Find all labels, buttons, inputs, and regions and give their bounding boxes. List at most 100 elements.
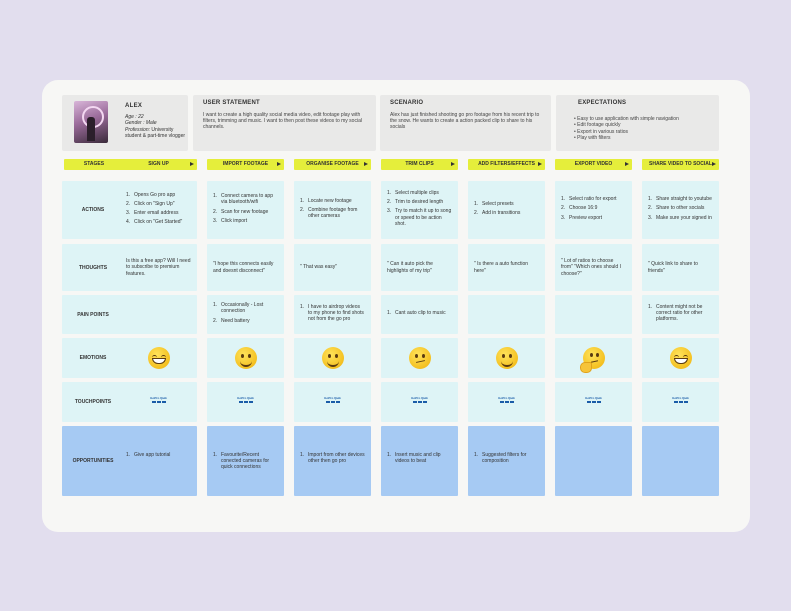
item-text: Select multiple clips xyxy=(395,189,439,196)
item-number: 1. xyxy=(300,303,305,310)
mouth xyxy=(239,359,252,367)
scenario-text: Alex has just finished shooting go pro f… xyxy=(390,112,540,131)
touchpoints-cell: GoPro Quik xyxy=(207,382,284,422)
actions-cell: 1. Locate new footage 2. Combine footage fr… xyxy=(294,181,371,239)
touchpoints-cell: GoPro Quik xyxy=(120,382,197,422)
row-label-emotions: EMOTIONS xyxy=(62,338,124,378)
eye-right xyxy=(508,354,512,358)
logo-bar xyxy=(238,401,243,403)
opportunities-cell: 1. Favourite/Recent conected cameras for … xyxy=(207,426,284,496)
list-item: 1. Give app tutorial xyxy=(126,452,191,458)
item-number: 1. xyxy=(474,200,479,207)
stage-share-video-to-social: SHARE VIDEO TO SOCIAL xyxy=(642,159,719,170)
item-text: Select ratio for export xyxy=(569,196,617,203)
actions-cell: 1. Share straight to youtube 2. Share to ot… xyxy=(642,181,719,239)
logo-bar xyxy=(509,401,514,403)
item-text: Click on "Get Started" xyxy=(134,219,183,226)
expectations-card: EXPECTATIONS Easy to use application wit… xyxy=(556,95,719,151)
item-number: 2. xyxy=(213,208,218,215)
arrow-right-icon xyxy=(277,162,281,166)
logo-bar xyxy=(417,401,422,403)
item-text: Click on "Sign Up" xyxy=(134,200,175,207)
thoughts-cell: " That was easy" xyxy=(294,244,371,291)
pain-points-cell xyxy=(120,295,197,334)
item-number: 2. xyxy=(561,205,566,212)
eye-right xyxy=(421,354,425,358)
item-number: 1. xyxy=(387,452,392,458)
item-text: Select presets xyxy=(482,200,514,207)
item-text: Trim to desired length xyxy=(395,199,444,206)
slightly-smiling-face-icon xyxy=(234,347,257,369)
scenario-card: SCENARIO Alex has just finished shooting… xyxy=(380,95,551,151)
row-label-touchpoints: TOUCHPOINTS xyxy=(62,382,124,422)
item-text: Try to match it up to song or speed to b… xyxy=(395,208,452,227)
stage-export-video: EXPORT VIDEO xyxy=(555,159,632,170)
journey-map-board: ALEX Age : 22 Gender : Male Profession: … xyxy=(42,80,750,532)
logo-bar xyxy=(678,401,683,403)
item-text: Enter email address xyxy=(134,210,179,216)
emotions-cell xyxy=(555,338,632,378)
list-item: 2. Combine footage from other cameras xyxy=(300,207,365,219)
item-text: Favourite/Recent conected cameras for qu… xyxy=(221,452,270,471)
logo-bars xyxy=(321,401,345,403)
gopro-quik-logo: GoPro Quik xyxy=(495,397,519,406)
logo-bars xyxy=(669,401,693,403)
item-text: Suggested filters for composition xyxy=(482,452,527,465)
stage-label: SHARE VIDEO TO SOCIAL xyxy=(649,161,712,167)
thinking-face-icon xyxy=(579,347,605,373)
touchpoints-cell: GoPro Quik xyxy=(294,382,371,422)
mouth xyxy=(415,360,425,363)
list-item: 2. Scan for new footage xyxy=(213,209,278,215)
stage-sign-up: SIGN UP xyxy=(120,159,197,170)
item-text: Connect camera to app via bluetooth/wifi xyxy=(221,193,273,206)
logo-bar xyxy=(596,401,601,403)
opportunities-cell: 1. Insert music and clip videos to beat xyxy=(381,426,458,496)
list-item: 2. Click on "Sign Up" xyxy=(126,201,191,207)
thoughts-cell: " Quick link to share to friends" xyxy=(642,244,719,291)
eye-right xyxy=(682,355,688,358)
emotions-cell xyxy=(120,338,197,378)
eye-right xyxy=(247,354,251,358)
arrow-right-icon xyxy=(712,162,716,166)
item-number: 3. xyxy=(561,214,566,221)
persona-gender: Gender : Male xyxy=(125,120,157,127)
list-item: 1. Select presets xyxy=(474,201,539,207)
list-item: 2. Trim to desired length xyxy=(387,199,452,205)
arrow-right-icon xyxy=(538,162,542,166)
opportunities-cell: 1. Give app tutorial xyxy=(120,426,197,496)
persona-profession: University student & part-time vlogger xyxy=(125,126,186,139)
list-item: 2. Need battery xyxy=(213,318,278,324)
item-number: 1. xyxy=(126,191,131,198)
list-item: 1. Content might not be correct ratio for… xyxy=(648,304,713,323)
list-item: 1. Suggested filters for composition xyxy=(474,452,539,464)
item-number: 1. xyxy=(300,452,305,458)
opportunities-cell: 1. Suggested filters for composition xyxy=(468,426,545,496)
expectations-list: Easy to use application with simple navi… xyxy=(574,116,679,141)
grinning-face-icon xyxy=(669,347,692,369)
list-item: 3. Try to match it up to song or speed to… xyxy=(387,208,452,227)
confused-face-icon xyxy=(408,347,431,369)
item-number: 1. xyxy=(474,452,479,458)
list-item: 3. Click import xyxy=(213,218,278,224)
eye-left xyxy=(327,354,331,358)
mouth xyxy=(673,358,688,364)
mouth xyxy=(326,359,339,367)
eye-left xyxy=(414,354,418,358)
opportunities-cell xyxy=(555,426,632,496)
eye-right xyxy=(160,355,166,358)
gopro-quik-logo: GoPro Quik xyxy=(582,397,606,406)
arrow-right-icon xyxy=(451,162,455,166)
item-text: Give app tutorial xyxy=(134,452,171,458)
pain-points-cell: 1. Cant auto clip to music xyxy=(381,295,458,334)
logo-bar xyxy=(591,401,596,403)
row-label-thoughts: THOUGHTS xyxy=(62,244,124,291)
logo-bar xyxy=(330,401,335,403)
logo-bar xyxy=(586,401,591,403)
item-text: Opens Go pro app xyxy=(134,191,176,198)
list-item: 1. Share straight to youtube xyxy=(648,196,713,202)
eye-left xyxy=(240,354,244,358)
arrow-right-icon xyxy=(364,162,368,166)
item-number: 2. xyxy=(126,200,131,207)
logo-bar xyxy=(161,401,166,403)
item-number: 1. xyxy=(648,196,653,203)
